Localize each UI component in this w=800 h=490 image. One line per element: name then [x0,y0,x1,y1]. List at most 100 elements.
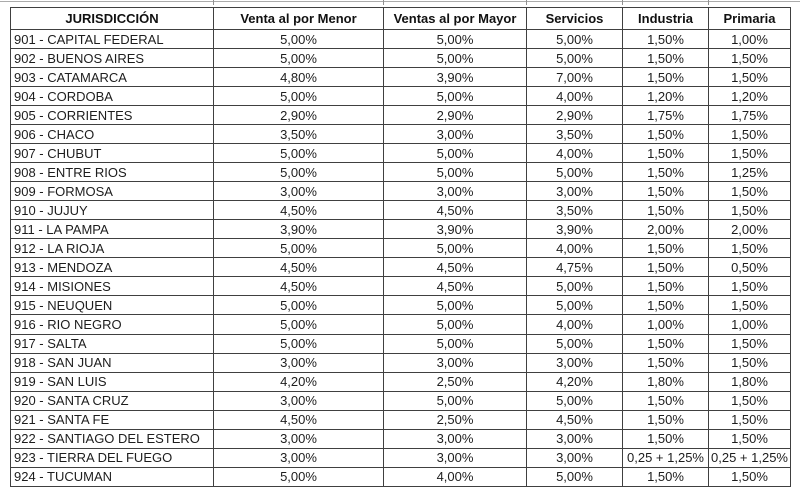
jurisdiction-cell: 923 - TIERRA DEL FUEGO [10,447,214,468]
rate-cell: 1,00% [708,314,791,335]
rate-cell: 3,00% [213,352,384,373]
jurisdiction-cell: 915 - NEUQUEN [10,295,214,316]
rate-cell: 2,00% [708,219,791,240]
rate-cell: 1,50% [708,200,791,221]
rate-cell: 4,50% [383,257,527,278]
rate-cell: 5,00% [213,333,384,354]
rate-cell: 4,20% [213,371,384,392]
table-row: 904 - CORDOBA 5,00% 5,00% 4,00% 1,20% 1,… [10,86,791,107]
jurisdiction-cell: 910 - JUJUY [10,200,214,221]
rate-cell: 2,90% [383,105,527,126]
rate-cell: 1,50% [622,67,709,88]
table-row: 906 - CHACO 3,50% 3,00% 3,50% 1,50% 1,50… [10,124,791,145]
rate-cell: 2,50% [383,409,527,430]
rate-cell: 1,50% [708,238,791,259]
jurisdiction-cell: 907 - CHUBUT [10,143,214,164]
rate-cell: 1,75% [708,105,791,126]
table-row: 903 - CATAMARCA 4,80% 3,90% 7,00% 1,50% … [10,67,791,88]
rate-cell: 1,50% [622,276,709,297]
rate-cell: 4,50% [213,200,384,221]
rate-cell: 3,00% [383,181,527,202]
rate-cell: 4,50% [383,276,527,297]
rate-cell: 1,25% [708,162,791,183]
jurisdiction-cell: 903 - CATAMARCA [10,67,214,88]
cutoff-row-tick [622,0,623,5]
rate-cell: 5,00% [526,390,623,411]
rate-cell: 5,00% [526,295,623,316]
rate-cell: 5,00% [213,295,384,316]
rate-cell: 1,50% [708,48,791,69]
rate-cell: 0,50% [708,257,791,278]
rate-cell: 3,00% [213,428,384,449]
rate-cell: 1,50% [708,67,791,88]
table-row: 909 - FORMOSA 3,00% 3,00% 3,00% 1,50% 1,… [10,181,791,202]
rate-cell: 1,50% [622,333,709,354]
rate-cell: 1,50% [708,181,791,202]
rate-cell: 5,00% [526,466,623,488]
jurisdiction-cell: 911 - LA PAMPA [10,219,214,240]
rate-cell: 2,90% [526,105,623,126]
rate-cell: 1,50% [622,238,709,259]
rate-cell: 3,90% [383,219,527,240]
rate-cell: 1,50% [622,466,709,488]
rate-cell: 3,50% [526,200,623,221]
rate-cell: 1,00% [708,28,791,50]
table-row: 916 - RIO NEGRO 5,00% 5,00% 4,00% 1,00% … [10,314,791,335]
rate-cell: 4,00% [526,238,623,259]
table-row: 917 - SALTA 5,00% 5,00% 5,00% 1,50% 1,50… [10,333,791,354]
table-row: 911 - LA PAMPA 3,90% 3,90% 3,90% 2,00% 2… [10,219,791,240]
jurisdiction-cell: 905 - CORRIENTES [10,105,214,126]
rate-cell: 3,00% [213,390,384,411]
column-header-primaria: Primaria [708,7,791,30]
rate-cell: 1,50% [622,124,709,145]
rate-cell: 5,00% [526,48,623,69]
rate-cell: 5,00% [213,48,384,69]
table-row: 901 - CAPITAL FEDERAL 5,00% 5,00% 5,00% … [10,28,791,50]
rate-cell: 3,00% [383,124,527,145]
jurisdiction-cell: 906 - CHACO [10,124,214,145]
header-row: JURISDICCIÓN Venta al por Menor Ventas a… [10,7,791,30]
rate-cell: 5,00% [383,28,527,50]
table-header: JURISDICCIÓN Venta al por Menor Ventas a… [10,7,791,30]
jurisdiction-cell: 901 - CAPITAL FEDERAL [10,28,214,50]
rate-cell: 1,50% [622,181,709,202]
rate-cell: 5,00% [383,314,527,335]
rate-cell: 5,00% [526,276,623,297]
table-row: 924 - TUCUMAN 5,00% 4,00% 5,00% 1,50% 1,… [10,466,791,488]
rate-cell: 1,00% [622,314,709,335]
column-header-venta-menor: Venta al por Menor [213,7,384,30]
rate-cell: 3,00% [213,447,384,468]
rate-cell: 4,50% [213,257,384,278]
rate-cell: 4,00% [526,314,623,335]
rate-cell: 3,90% [213,219,384,240]
rate-cell: 1,50% [622,295,709,316]
rate-cell: 3,00% [383,447,527,468]
column-header-jurisdiccion: JURISDICCIÓN [10,7,214,30]
rate-cell: 5,00% [383,295,527,316]
rate-cell: 1,50% [708,143,791,164]
tax-rates-table: JURISDICCIÓN Venta al por Menor Ventas a… [10,7,791,488]
table-row: 921 - SANTA FE 4,50% 2,50% 4,50% 1,50% 1… [10,409,791,430]
rate-cell: 3,00% [526,181,623,202]
rate-cell: 3,00% [526,352,623,373]
rate-cell: 4,20% [526,371,623,392]
rate-cell: 5,00% [383,48,527,69]
rate-cell: 1,75% [622,105,709,126]
rate-cell: 1,50% [708,409,791,430]
jurisdiction-cell: 902 - BUENOS AIRES [10,48,214,69]
rate-cell: 1,50% [708,390,791,411]
rate-cell: 5,00% [213,28,384,50]
column-header-venta-mayor: Ventas al por Mayor [383,7,527,30]
rate-cell: 0,25 + 1,25% [622,447,709,468]
rate-cell: 1,50% [708,333,791,354]
rate-cell: 5,00% [213,86,384,107]
jurisdiction-cell: 918 - SAN JUAN [10,352,214,373]
rate-cell: 1,50% [708,428,791,449]
rate-cell: 3,00% [526,447,623,468]
table-row: 915 - NEUQUEN 5,00% 5,00% 5,00% 1,50% 1,… [10,295,791,316]
jurisdiction-cell: 916 - RIO NEGRO [10,314,214,335]
table-row: 923 - TIERRA DEL FUEGO 3,00% 3,00% 3,00%… [10,447,791,468]
rate-cell: 1,50% [622,28,709,50]
table-row: 919 - SAN LUIS 4,20% 2,50% 4,20% 1,80% 1… [10,371,791,392]
rate-cell: 5,00% [213,238,384,259]
